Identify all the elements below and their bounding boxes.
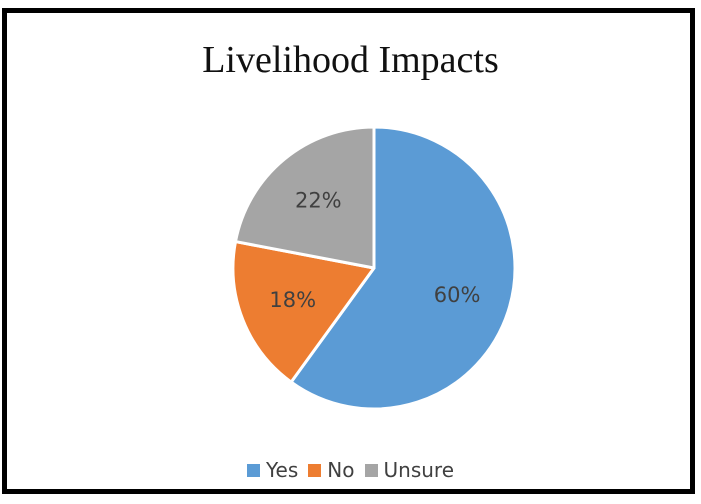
chart-title: Livelihood Impacts [202, 39, 499, 81]
legend-label-unsure: Unsure [383, 458, 455, 482]
pie-slice-unsure [234, 125, 376, 270]
pie-slice-yes [289, 125, 517, 411]
legend-label-yes: Yes [266, 458, 299, 482]
legend-label-no: No [327, 458, 355, 482]
legend-swatch-unsure [364, 463, 378, 477]
data-label-yes: 60% [434, 283, 481, 307]
data-label-no: 18% [269, 288, 316, 312]
pie-slice-no [231, 240, 376, 384]
legend: Yes No Unsure [0, 458, 701, 482]
legend-swatch-no [308, 463, 322, 477]
legend-item-unsure: Unsure [364, 458, 455, 482]
pie-slices [231, 125, 517, 411]
legend-item-yes: Yes [247, 458, 298, 482]
data-label-unsure: 22% [295, 189, 342, 213]
legend-item-no: No [308, 458, 355, 482]
legend-swatch-yes [247, 463, 260, 477]
pie-labels: 60% 18% 22% [269, 189, 480, 313]
